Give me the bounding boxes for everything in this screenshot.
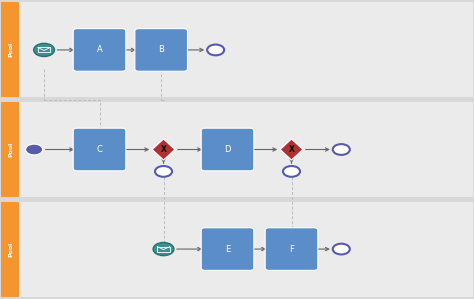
Circle shape (155, 166, 172, 177)
Bar (1, 202, 19, 297)
Text: F: F (289, 245, 294, 254)
Text: C: C (97, 145, 102, 154)
Circle shape (26, 144, 43, 155)
Text: E: E (225, 245, 230, 254)
Text: D: D (224, 145, 231, 154)
Circle shape (34, 43, 55, 57)
Circle shape (333, 144, 350, 155)
Text: Pool: Pool (8, 42, 13, 57)
Bar (1, 202, 473, 297)
Polygon shape (280, 139, 303, 160)
FancyBboxPatch shape (135, 29, 188, 71)
Text: B: B (158, 45, 164, 54)
FancyBboxPatch shape (73, 29, 126, 71)
FancyBboxPatch shape (201, 228, 254, 270)
FancyBboxPatch shape (265, 228, 318, 270)
Bar (1, 2, 473, 97)
Bar (38, 48, 50, 52)
Circle shape (283, 166, 300, 177)
FancyBboxPatch shape (201, 128, 254, 171)
FancyBboxPatch shape (73, 128, 126, 171)
Circle shape (153, 242, 174, 256)
Bar (157, 247, 170, 251)
Bar (1, 2, 19, 97)
Circle shape (207, 45, 224, 55)
Text: Pool: Pool (8, 242, 13, 257)
Text: X: X (289, 145, 294, 154)
Circle shape (333, 244, 350, 254)
Polygon shape (152, 139, 175, 160)
Bar (1, 102, 473, 197)
Text: A: A (97, 45, 102, 54)
Text: X: X (161, 145, 166, 154)
Bar (1, 102, 19, 197)
Text: Pool: Pool (8, 142, 13, 157)
